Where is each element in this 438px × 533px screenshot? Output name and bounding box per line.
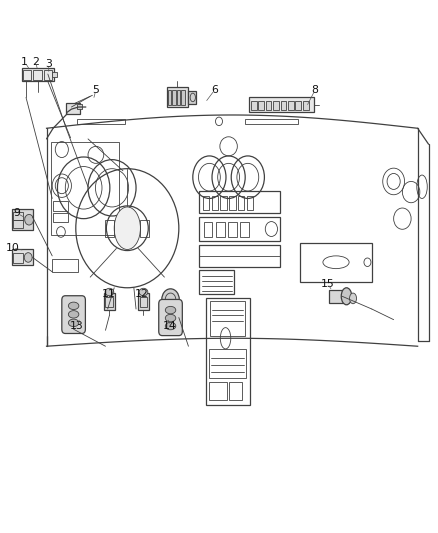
Bar	[21, 68, 54, 82]
Bar	[22, 70, 31, 80]
Text: 5: 5	[92, 85, 99, 95]
Bar	[66, 103, 80, 114]
Bar	[229, 196, 236, 209]
Text: 12: 12	[134, 289, 148, 299]
Text: 9: 9	[14, 208, 21, 219]
Bar	[138, 293, 149, 310]
Text: 10: 10	[6, 243, 20, 253]
Ellipse shape	[165, 306, 176, 314]
Bar	[168, 90, 171, 105]
Ellipse shape	[165, 322, 176, 330]
Bar	[273, 101, 279, 110]
Bar	[295, 101, 301, 110]
Ellipse shape	[341, 288, 352, 305]
FancyBboxPatch shape	[159, 300, 182, 336]
Bar	[13, 253, 22, 263]
Bar	[229, 382, 242, 400]
Bar	[203, 196, 209, 209]
FancyBboxPatch shape	[62, 296, 85, 334]
Bar	[13, 220, 22, 228]
Text: 1: 1	[21, 57, 28, 67]
Bar	[204, 222, 212, 237]
Bar	[53, 213, 68, 222]
Bar	[51, 142, 119, 235]
Bar	[104, 293, 115, 310]
Bar	[53, 201, 68, 211]
Ellipse shape	[105, 288, 114, 296]
Bar	[209, 382, 227, 400]
Bar	[329, 290, 343, 303]
Bar	[288, 101, 293, 110]
Bar	[140, 297, 148, 308]
Bar	[209, 349, 246, 378]
Bar	[199, 245, 280, 266]
Bar	[247, 196, 253, 209]
Text: 13: 13	[70, 321, 84, 331]
Bar	[240, 222, 249, 237]
Bar	[77, 119, 125, 124]
Bar	[12, 209, 32, 230]
Text: 8: 8	[311, 85, 318, 95]
Bar	[199, 217, 280, 241]
Bar	[212, 196, 218, 209]
Bar	[52, 259, 78, 272]
Bar	[181, 90, 184, 105]
Bar	[266, 101, 272, 110]
Bar	[258, 101, 264, 110]
Ellipse shape	[114, 207, 141, 249]
Ellipse shape	[24, 253, 32, 262]
Bar	[44, 70, 52, 80]
Ellipse shape	[68, 319, 79, 327]
Bar	[281, 101, 286, 110]
Bar	[228, 222, 237, 237]
Bar	[251, 101, 257, 110]
Bar	[216, 222, 225, 237]
Bar	[303, 101, 308, 110]
Bar	[187, 91, 196, 104]
Ellipse shape	[162, 289, 179, 310]
Ellipse shape	[139, 288, 148, 296]
Bar	[199, 191, 280, 213]
Bar	[210, 301, 245, 336]
Bar	[141, 220, 149, 237]
Bar	[77, 104, 82, 109]
Text: 14: 14	[163, 321, 177, 331]
Bar	[238, 196, 244, 209]
Bar	[220, 196, 227, 209]
Ellipse shape	[68, 302, 79, 310]
Text: 15: 15	[321, 279, 334, 288]
Ellipse shape	[350, 293, 357, 304]
Text: 11: 11	[102, 289, 116, 299]
Bar	[172, 90, 176, 105]
Bar	[206, 298, 250, 405]
Bar	[300, 243, 372, 282]
Bar	[12, 249, 32, 265]
Text: 2: 2	[32, 57, 39, 67]
Ellipse shape	[25, 214, 33, 225]
Bar	[52, 72, 57, 77]
Ellipse shape	[165, 314, 176, 322]
Text: 3: 3	[45, 60, 52, 69]
Bar	[166, 87, 187, 107]
Ellipse shape	[68, 311, 79, 318]
Bar	[177, 90, 180, 105]
Bar	[106, 297, 113, 308]
Bar	[33, 70, 42, 80]
Text: 6: 6	[211, 85, 218, 95]
Bar	[245, 119, 297, 124]
Bar	[106, 220, 114, 237]
Bar	[199, 270, 234, 294]
Bar	[13, 212, 22, 220]
Bar	[249, 98, 314, 112]
